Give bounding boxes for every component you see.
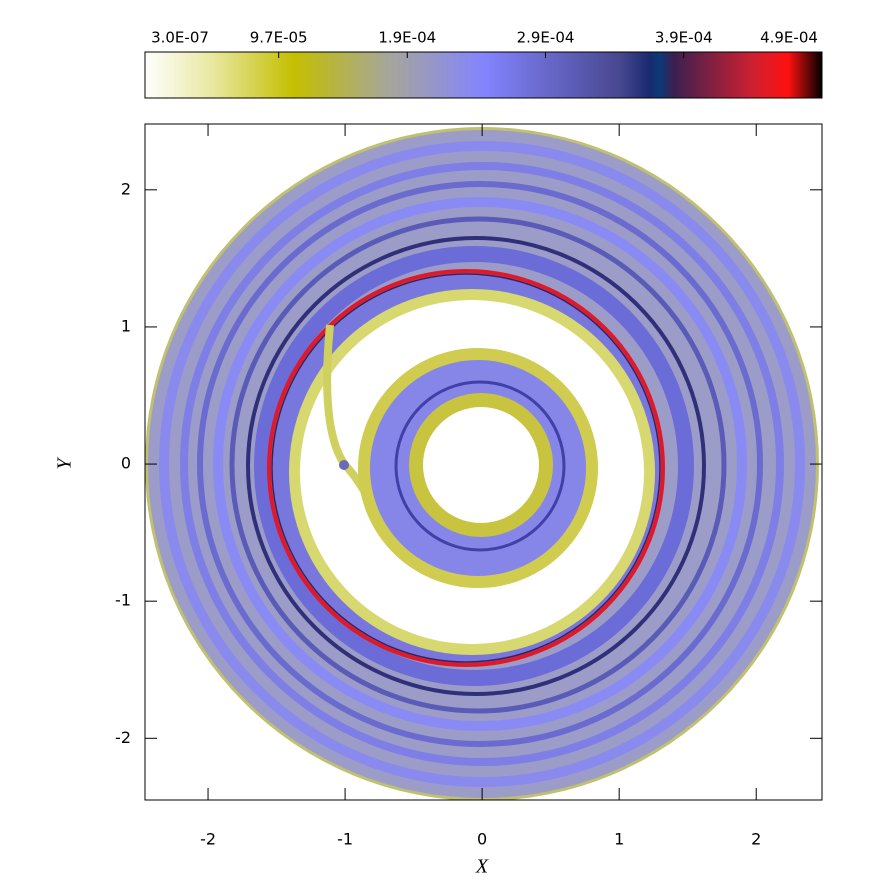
- colorbar-tick-label: 1.9E-04: [378, 29, 436, 47]
- x-tick-label: 1: [614, 830, 624, 849]
- x-tick-label: -1: [337, 830, 353, 849]
- plot-frame: [144, 123, 823, 801]
- colorbar-tick-label: 3.0E-07: [151, 29, 209, 47]
- x-tick-label: -2: [200, 830, 216, 849]
- y-tick-label: -2: [115, 728, 131, 747]
- x-axis-label: X: [475, 856, 489, 878]
- colorbar-tick-label: 9.7E-05: [250, 29, 308, 47]
- y-tick-label: 0: [121, 454, 131, 473]
- y-tick-label: 1: [121, 316, 131, 335]
- density-map: [145, 127, 819, 800]
- x-tick-label: 2: [751, 830, 761, 849]
- colorbar-tick-label: 2.9E-04: [517, 29, 575, 47]
- y-axis-label: Y: [54, 457, 76, 470]
- colorbar-tick-label: 4.9E-04: [760, 29, 818, 47]
- x-tick-label: 0: [477, 830, 487, 849]
- y-tick-label: 2: [121, 179, 131, 198]
- colorbar: [144, 51, 823, 99]
- colorbar-tick-label: 3.9E-04: [655, 29, 713, 47]
- y-tick-label: -1: [115, 591, 131, 610]
